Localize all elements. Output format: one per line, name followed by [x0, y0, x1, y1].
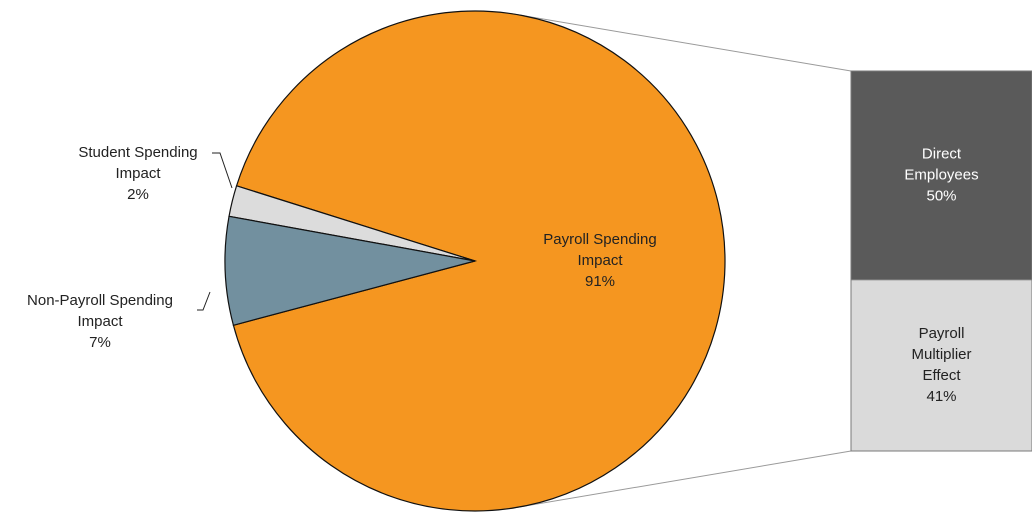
data-label-student-spending: Student Spending Impact 2% [78, 144, 197, 203]
data-labels: Payroll Spending Impact 91% Student Spendin… [27, 144, 979, 405]
bar-segment-payroll-multiplier-effect [850, 279, 1032, 452]
data-label-non-payroll-spending: Non-Payroll Spending Impact 7% [27, 292, 173, 351]
connector-line-top [509, 12, 852, 72]
pie [224, 10, 726, 512]
leader-line-student-spending [212, 152, 233, 189]
leader-line-non-payroll-spending [197, 291, 211, 311]
pie-slice-non-payroll-spending [224, 215, 476, 327]
bar-label-direct-employees: Direct Employees 50% [904, 145, 978, 204]
breakdown-bar [850, 70, 1032, 452]
pie-to-bar-connectors [509, 12, 852, 510]
connector-line-bottom [509, 450, 852, 510]
bar-label-payroll-multiplier-effect: Payroll Multiplier Effect 41% [911, 325, 971, 405]
pie-slice-payroll-spending [232, 10, 726, 512]
data-label-payroll-spending: Payroll Spending Impact 91% [543, 231, 656, 290]
